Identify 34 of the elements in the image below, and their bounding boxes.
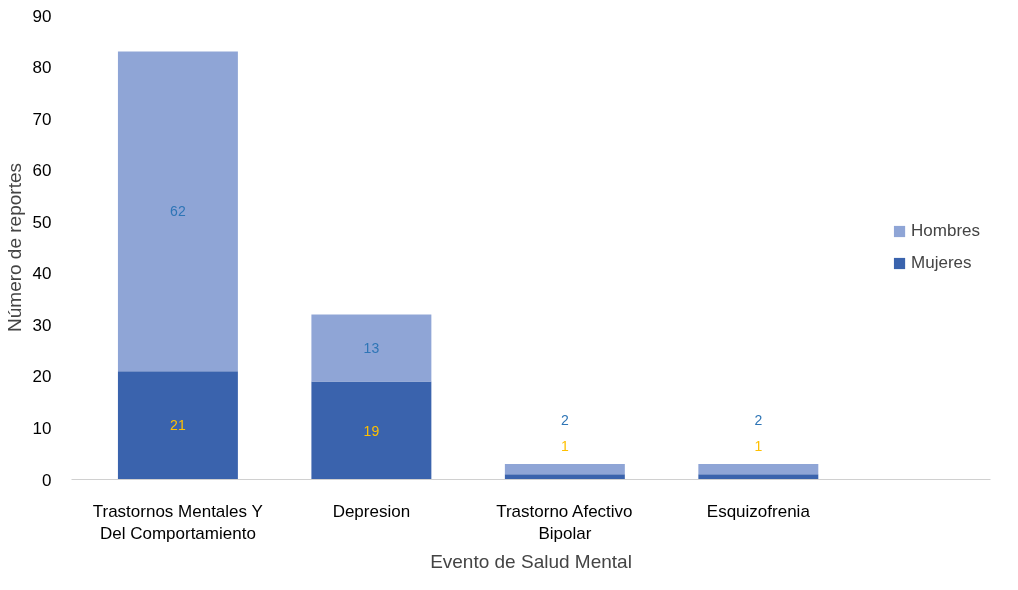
bar: [117, 51, 238, 372]
y-axis-title: Número de reportes: [3, 163, 25, 332]
data-label: 62: [170, 203, 186, 220]
bar: [504, 474, 625, 480]
data-label: 19: [363, 422, 380, 439]
x-tick-label: Trastornos Mentales Y Del Comportamiento: [92, 501, 263, 544]
y-tick-label: 40: [32, 264, 52, 284]
bar: [117, 371, 238, 480]
x-tick-label: Depresion: [332, 501, 411, 521]
data-label: 13: [363, 340, 380, 357]
y-tick-label: 20: [32, 367, 52, 387]
data-label: 21: [170, 417, 186, 434]
y-tick-label: 70: [32, 109, 52, 129]
bar: [698, 464, 819, 475]
y-tick-label: 50: [32, 212, 52, 232]
legend-label: Hombres: [911, 221, 980, 241]
x-tick-label: Trastorno Afectivo Bipolar: [496, 501, 633, 544]
bar: [311, 381, 432, 480]
bar: [698, 474, 819, 480]
x-tick-label: Esquizofrenia: [706, 501, 811, 521]
bar: [504, 464, 625, 475]
y-tick-label: 10: [32, 418, 52, 438]
data-label: 1: [560, 437, 569, 454]
data-label: 1: [754, 437, 763, 454]
y-tick-label: 30: [32, 315, 52, 335]
y-tick-label: 60: [32, 161, 52, 181]
bar: [311, 314, 432, 382]
data-label: 2: [754, 412, 763, 429]
y-tick-label: 80: [32, 58, 52, 78]
y-tick-label: 90: [32, 6, 52, 26]
x-axis-title: Evento de Salud Mental: [430, 551, 632, 573]
y-tick-label: 0: [42, 470, 52, 490]
data-label: 2: [560, 412, 569, 429]
legend-label: Mujeres: [911, 253, 972, 273]
